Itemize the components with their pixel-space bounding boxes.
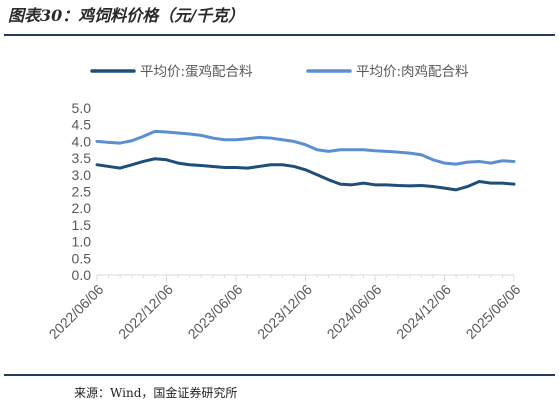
- x-tick-label: 2023/12/06: [254, 281, 315, 342]
- y-tick-label: 0.5: [72, 250, 92, 266]
- x-tick-label: 2025/06/06: [463, 281, 524, 342]
- x-tick-label: 2022/06/06: [46, 281, 107, 342]
- y-tick-label: 2.0: [72, 200, 92, 216]
- chart-legend: 平均价:蛋鸡配合料 平均价:肉鸡配合料: [90, 63, 469, 80]
- bottom-rule: [4, 374, 555, 376]
- x-tick-label: 2022/12/06: [115, 281, 176, 342]
- legend-label-1: 平均价:蛋鸡配合料: [140, 63, 253, 80]
- y-tick-label: 1.5: [72, 217, 92, 233]
- legend-label-2: 平均价:肉鸡配合料: [356, 63, 469, 80]
- y-tick-label: 0.0: [72, 267, 92, 283]
- y-tick-label: 3.5: [72, 150, 92, 166]
- y-tick-label: 2.5: [72, 184, 92, 200]
- y-tick-label: 1.0: [72, 234, 92, 250]
- y-tick-label: 3.0: [72, 167, 92, 183]
- y-tick-label: 4.0: [72, 133, 92, 149]
- top-rule: [4, 34, 555, 36]
- x-tick-label: 2023/06/06: [185, 281, 246, 342]
- series-line-1: [95, 157, 516, 192]
- source-note: 来源：Wind，国金证券研究所: [74, 386, 238, 400]
- y-axis: 0.00.51.01.52.02.53.03.54.04.55.0: [72, 100, 92, 283]
- x-tick-label: 2024/06/06: [324, 281, 385, 342]
- series-line-2: [95, 129, 516, 166]
- plot-lines: [95, 129, 516, 192]
- figure-title: 图表30：鸡饲料价格（元/千克）: [8, 6, 245, 25]
- y-tick-label: 5.0: [72, 100, 92, 116]
- x-tick-label: 2024/12/06: [393, 281, 454, 342]
- x-axis: 2022/06/06 2022/12/06 2023/06/06 2023/12/06…: [46, 274, 524, 342]
- y-tick-label: 4.5: [72, 117, 92, 133]
